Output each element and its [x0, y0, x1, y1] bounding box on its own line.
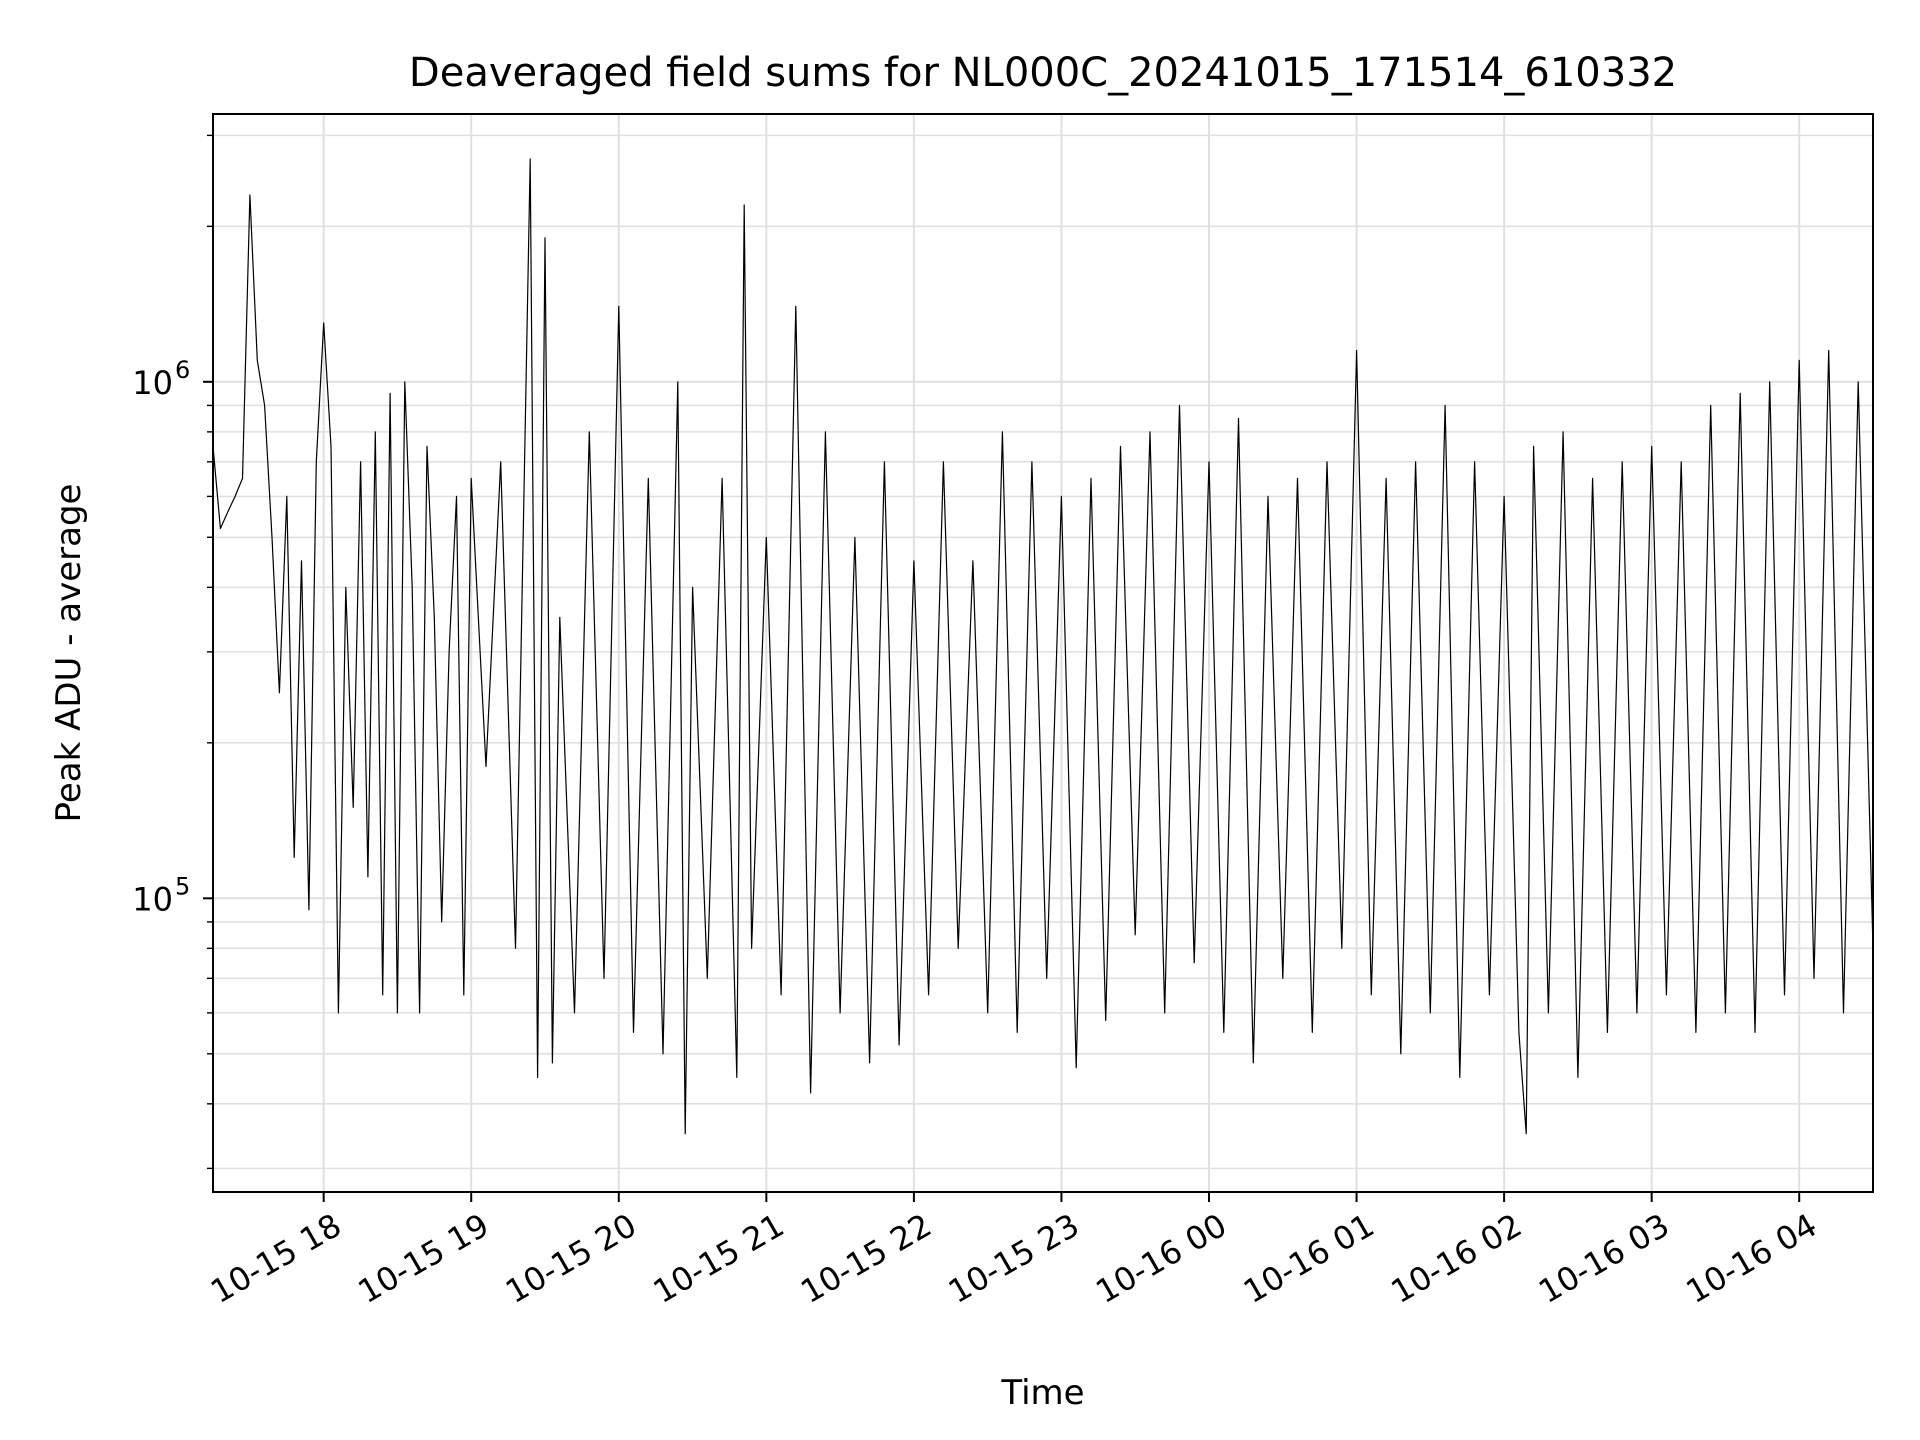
plot-frame — [212, 113, 1874, 1193]
chart-title: Deaveraged field sums for NL000C_2024101… — [409, 50, 1677, 96]
x-axis-label: Time — [1000, 1373, 1084, 1413]
y-tick-label-exponent: 6 — [175, 356, 190, 384]
y-tick-label-exponent: 5 — [175, 872, 190, 900]
y-tick-label: 10 — [132, 880, 173, 918]
y-tick-label: 10 — [132, 364, 173, 402]
plot-area — [212, 158, 1874, 1135]
y-axis-label: Peak ADU - average — [49, 484, 89, 823]
series-line — [212, 158, 1874, 1135]
grid-lines — [213, 114, 1873, 1192]
